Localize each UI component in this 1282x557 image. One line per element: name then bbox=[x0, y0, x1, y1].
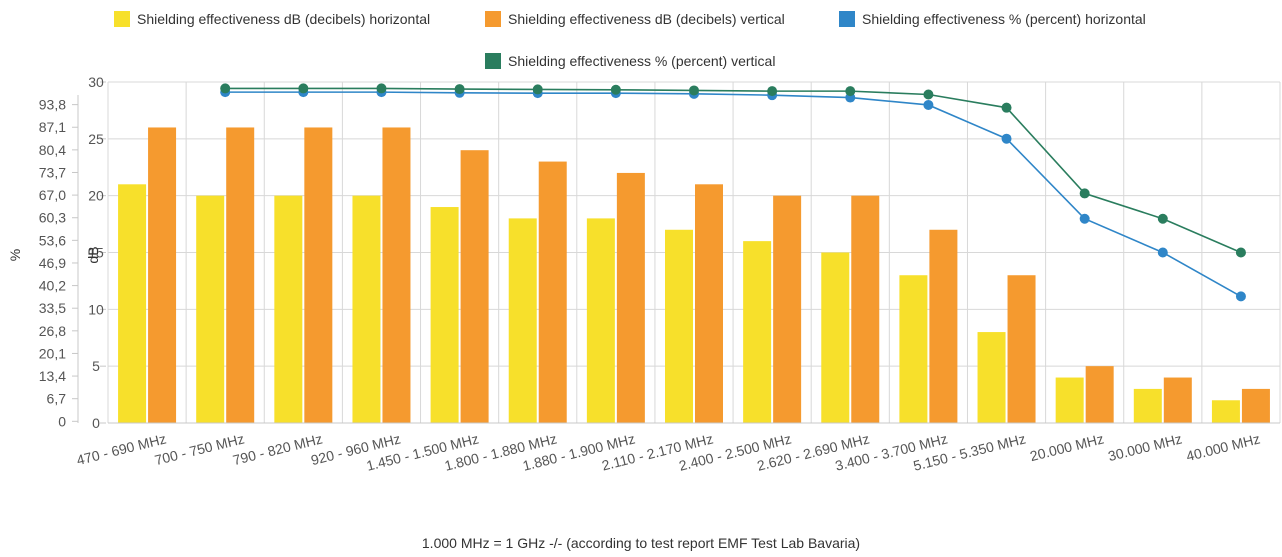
line-point-1-6 bbox=[689, 85, 699, 96]
line-point-1-13 bbox=[1235, 247, 1246, 258]
percent-tick-label-0: 0 bbox=[58, 413, 66, 429]
percent-tick-label-12: 80,4 bbox=[39, 142, 66, 158]
x-tick-label-0: 470 - 690 MHz bbox=[75, 430, 168, 468]
line-point-1-0 bbox=[220, 83, 231, 94]
bar-series-1-13 bbox=[1163, 377, 1192, 423]
db-tick-label-6: 30 bbox=[88, 74, 104, 90]
lines bbox=[220, 83, 1246, 302]
bar-series-0-6 bbox=[586, 218, 615, 423]
x-tick-label-2: 790 - 820 MHz bbox=[231, 430, 324, 468]
db-tick-label-0: 0 bbox=[92, 415, 100, 431]
bar-series-1-1 bbox=[226, 127, 255, 423]
legend-label-3: Shielding effectiveness % (percent) vert… bbox=[508, 53, 775, 69]
bar-series-1-12 bbox=[1085, 366, 1114, 423]
bar-series-1-14 bbox=[1241, 388, 1270, 423]
db-tick-label-3: 15 bbox=[88, 245, 104, 261]
legend-swatch-2 bbox=[839, 11, 855, 27]
bars bbox=[118, 127, 1270, 424]
line-point-1-4 bbox=[532, 84, 543, 95]
line-point-1-8 bbox=[845, 86, 856, 97]
bar-series-0-10 bbox=[899, 275, 928, 423]
bar-series-0-2 bbox=[274, 195, 303, 423]
x-tick-label-13: 30.000 MHz bbox=[1106, 430, 1183, 464]
percent-tick-label-7: 46,9 bbox=[39, 255, 66, 271]
bar-series-0-8 bbox=[743, 241, 772, 423]
db-axis-title: dB bbox=[85, 246, 101, 263]
percent-tick-label-1: 6,7 bbox=[47, 391, 67, 407]
percent-tick-label-14: 93,8 bbox=[39, 97, 66, 113]
line-point-1-12 bbox=[1157, 213, 1168, 224]
percent-tick-label-5: 33,5 bbox=[39, 300, 66, 316]
line-point-1-11 bbox=[1079, 188, 1090, 199]
x-tick-label-12: 20.000 MHz bbox=[1028, 430, 1105, 464]
legend-label-2: Shielding effectiveness % (percent) hori… bbox=[862, 11, 1146, 27]
percent-tick-label-10: 67,0 bbox=[39, 187, 66, 203]
x-tick-label-14: 40.000 MHz bbox=[1185, 430, 1262, 464]
percent-axis-title: % bbox=[7, 249, 23, 261]
percent-tick-label-3: 20,1 bbox=[39, 345, 66, 361]
line-point-1-9 bbox=[923, 89, 934, 100]
bar-series-0-7 bbox=[665, 229, 693, 423]
legend-swatch-3 bbox=[485, 53, 501, 69]
line-point-1-10 bbox=[1001, 102, 1012, 113]
percent-tick-label-9: 60,3 bbox=[39, 210, 66, 226]
line-series-0 bbox=[225, 91, 1242, 298]
legend-swatch-1 bbox=[485, 11, 501, 27]
bar-series-1-4 bbox=[460, 150, 489, 423]
bar-series-1-10 bbox=[929, 229, 958, 423]
percent-tick-label-6: 40,2 bbox=[39, 278, 66, 294]
bar-series-0-12 bbox=[1055, 377, 1084, 423]
line-point-0-10 bbox=[1001, 133, 1012, 144]
x-tick-label-1: 700 - 750 MHz bbox=[153, 430, 246, 468]
percent-tick-label-4: 26,8 bbox=[39, 323, 66, 339]
bar-series-0-5 bbox=[508, 218, 537, 423]
line-series-1 bbox=[225, 87, 1242, 254]
bar-series-1-3 bbox=[382, 127, 411, 423]
bar-series-1-0 bbox=[148, 127, 177, 423]
legend-label-0: Shielding effectiveness dB (decibels) ho… bbox=[137, 11, 430, 27]
bar-series-0-14 bbox=[1211, 400, 1240, 423]
bar-series-1-6 bbox=[616, 172, 645, 423]
legend-label-1: Shielding effectiveness dB (decibels) ve… bbox=[508, 11, 785, 27]
line-point-0-11 bbox=[1079, 213, 1090, 224]
percent-tick-label-13: 87,1 bbox=[39, 119, 66, 135]
bar-series-0-1 bbox=[196, 195, 225, 423]
bar-series-1-5 bbox=[538, 161, 567, 424]
percent-tick-label-8: 53,6 bbox=[39, 232, 66, 248]
bar-series-0-0 bbox=[118, 184, 147, 423]
line-point-1-3 bbox=[454, 84, 465, 95]
db-tick-label-1: 5 bbox=[92, 358, 100, 374]
bar-series-1-11 bbox=[1007, 275, 1036, 423]
grid bbox=[107, 81, 1281, 423]
bar-series-0-9 bbox=[821, 252, 850, 423]
bar-series-0-4 bbox=[430, 207, 459, 423]
db-tick-label-4: 20 bbox=[88, 188, 104, 204]
bar-series-1-7 bbox=[695, 184, 723, 423]
line-point-1-2 bbox=[376, 83, 387, 94]
db-tick-label-5: 25 bbox=[88, 131, 104, 147]
line-point-1-5 bbox=[610, 84, 621, 95]
line-point-1-7 bbox=[767, 86, 778, 97]
line-point-1-1 bbox=[298, 83, 309, 94]
bar-series-0-13 bbox=[1133, 388, 1162, 423]
bar-series-1-8 bbox=[773, 195, 802, 423]
line-point-0-13 bbox=[1235, 291, 1246, 302]
legend: Shielding effectiveness dB (decibels) ho… bbox=[114, 11, 1146, 69]
bar-series-1-9 bbox=[851, 195, 880, 423]
line-point-0-12 bbox=[1157, 247, 1168, 258]
bar-series-0-11 bbox=[977, 332, 1006, 423]
bar-series-0-3 bbox=[352, 195, 381, 423]
db-tick-label-2: 10 bbox=[88, 301, 104, 317]
percent-tick-label-2: 13,4 bbox=[39, 368, 66, 384]
percent-tick-label-11: 73,7 bbox=[39, 164, 66, 180]
footnote: 1.000 MHz = 1 GHz -/- (according to test… bbox=[422, 535, 860, 551]
legend-swatch-0 bbox=[114, 11, 130, 27]
line-point-0-9 bbox=[923, 99, 934, 110]
bar-series-1-2 bbox=[304, 127, 333, 423]
